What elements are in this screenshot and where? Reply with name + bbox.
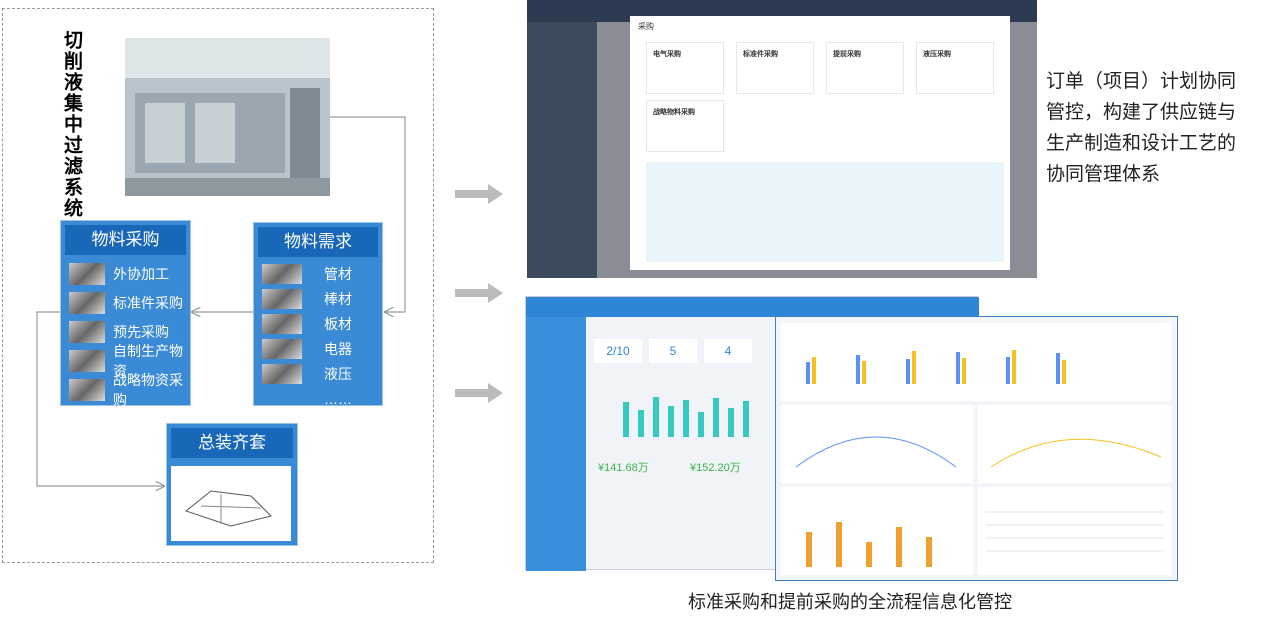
assembly-box: 总装齐套 xyxy=(166,423,298,546)
purchase-item: 自制生产物资 xyxy=(61,343,190,379)
item-label: 标准件采购 xyxy=(113,294,183,311)
item-label: …… xyxy=(324,390,352,407)
item-label: 板材 xyxy=(324,315,352,332)
item-icon xyxy=(262,363,302,384)
purchase-title: 物料采购 xyxy=(65,225,186,255)
demand-box: 物料需求管材棒材板材电器液压 …… xyxy=(253,222,383,407)
procurement-card: 战略物料采购 xyxy=(646,100,724,152)
assembly-drawing xyxy=(171,466,291,541)
system-title: 切削液集中过滤系统 xyxy=(61,30,82,219)
demand-item: …… xyxy=(254,386,382,411)
kpi: 2/10 xyxy=(594,339,642,363)
purchase-box: 物料采购外协加工标准件采购预先采购自制生产物资 战略物资采购 xyxy=(60,220,191,408)
demand-item: 电器 xyxy=(254,336,382,361)
demand-item: 棒材 xyxy=(254,286,382,311)
kpi: 5 xyxy=(649,339,697,363)
purchase-item: 战略物资采购 xyxy=(61,372,190,408)
purchase-item: 标准件采购 xyxy=(61,288,190,317)
modal: 采购 电气采购 标准件采购 提前采购 液压采购战略物料采购 xyxy=(630,16,1010,270)
demand-item: 板材 xyxy=(254,311,382,336)
item-icon xyxy=(69,349,105,372)
purchase-item: 预先采购 xyxy=(61,317,190,346)
amount: ¥152.20万 xyxy=(690,462,741,474)
item-label: 预先采购 xyxy=(113,323,169,340)
caption-top: 订单（项目）计划协同管控，构建了供应链与生产制造和设计工艺的协同管理体系 xyxy=(1046,71,1237,185)
mini-bars xyxy=(623,397,749,437)
dashed-frame xyxy=(2,8,434,563)
item-icon xyxy=(69,378,105,401)
item-icon xyxy=(69,291,105,314)
assembly-title: 总装齐套 xyxy=(171,428,293,458)
item-icon xyxy=(69,262,105,285)
modal-title: 采购 xyxy=(638,22,654,31)
item-label: 电器 xyxy=(324,340,352,357)
item-label: 外协加工 xyxy=(113,265,169,282)
overlay-charts xyxy=(781,323,1171,575)
demand-title: 物料需求 xyxy=(258,227,378,257)
kpi: 4 xyxy=(704,339,752,363)
item-label: 自制生产物资 xyxy=(113,342,183,379)
equipment-photo xyxy=(125,38,330,196)
amount: ¥141.68万 xyxy=(598,462,649,474)
item-icon xyxy=(262,338,302,359)
purchase-item: 外协加工 xyxy=(61,259,190,288)
arrows xyxy=(36,116,503,622)
procurement-card: 液压采购 xyxy=(916,42,994,94)
procurement-card: 标准件采购 xyxy=(736,42,814,94)
item-label: 棒材 xyxy=(324,290,352,307)
screenshot-procurement: 采购 电气采购 标准件采购 提前采购 液压采购战略物料采购 xyxy=(527,0,1037,278)
item-icon xyxy=(262,263,302,284)
item-label: 战略物资采购 xyxy=(113,371,183,408)
item-icon xyxy=(262,288,302,309)
demand-item: 管材 xyxy=(254,261,382,286)
demand-item: 液压 xyxy=(254,361,382,386)
item-label: 液压 xyxy=(324,365,352,382)
procurement-card: 提前采购 xyxy=(826,42,904,94)
procurement-card: 电气采购 xyxy=(646,42,724,94)
item-label: 管材 xyxy=(324,265,352,282)
dashboard-overlay xyxy=(775,316,1178,581)
item-icon xyxy=(69,320,105,343)
item-icon xyxy=(262,313,302,334)
caption-bottom: 标准采购和提前采购的全流程信息化管控 xyxy=(688,592,1012,612)
